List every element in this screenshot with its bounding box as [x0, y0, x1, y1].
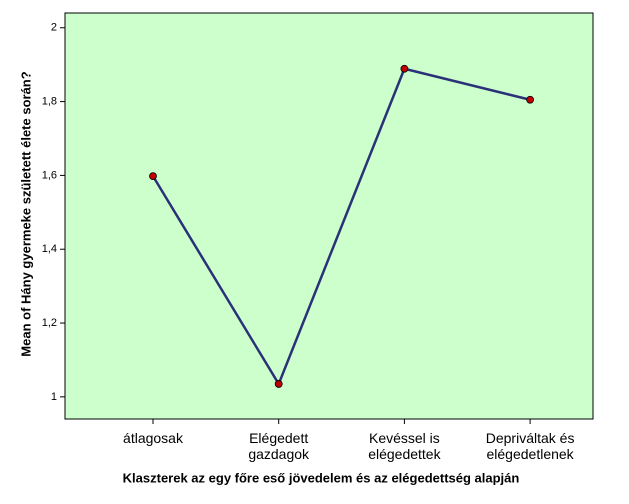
x-axis-title: Klaszterek az egy főre eső jövedelem és …: [123, 470, 520, 485]
x-tick-label: Depriváltak és elégedetlenek: [485, 430, 575, 462]
y-tick-label: 1: [51, 391, 57, 403]
x-tick-label: átlagosak: [123, 430, 183, 446]
marker: [400, 64, 409, 73]
y-tick-label: 2: [51, 22, 57, 34]
line: [151, 67, 531, 387]
y-axis-title: Mean of Hány gyermeke született élete so…: [18, 71, 33, 356]
y-tick-label: 1,4: [42, 243, 57, 255]
marker: [526, 95, 534, 104]
x-tick-label: Kevéssel is elégedettek: [368, 430, 441, 462]
marker: [274, 380, 283, 388]
y-tick-label: 1,8: [42, 95, 57, 107]
y-tick-label: 1,2: [42, 317, 57, 329]
x-tick-label: Elégedett gazdagok: [248, 430, 310, 462]
y-tick-label: 1,6: [42, 169, 57, 181]
marker: [149, 172, 157, 181]
plot-area: [64, 12, 594, 420]
